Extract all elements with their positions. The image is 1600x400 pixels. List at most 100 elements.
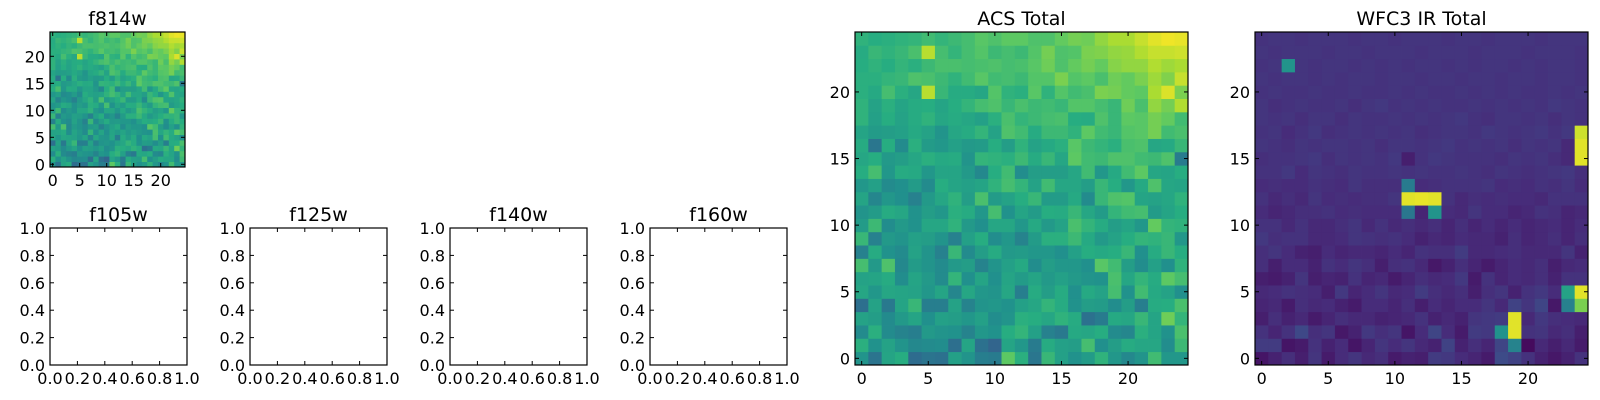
heatmap-cell [66,42,72,49]
heatmap-cell [948,191,962,206]
heatmap-cell [1094,258,1109,273]
heatmap-cell [1374,138,1389,153]
heatmap-cell [961,98,976,113]
heatmap-cell [109,96,116,103]
heatmap-cell [1428,125,1442,139]
heatmap-cell [131,107,137,114]
heatmap-cell [1348,151,1362,166]
heatmap-cell [131,80,137,87]
heatmap-cell [104,59,110,65]
heatmap-cell [974,245,989,259]
heatmap-cell [1401,45,1416,60]
heatmap-cell [868,338,883,353]
heatmap-cell [71,32,78,38]
heatmap-cell [1561,71,1576,86]
heatmap-cell [1508,151,1522,166]
heatmap-cell [1454,205,1469,219]
heatmap-cell [1401,285,1416,299]
heatmap-cell [1348,338,1362,353]
heatmap-cell [147,123,153,130]
heatmap-cell [1134,165,1149,179]
heatmap-cell [1388,58,1402,73]
heatmap-cell [1121,71,1136,86]
heatmap-cell [168,129,175,135]
heatmap-cell [1321,151,1336,166]
heatmap-cell [1548,218,1562,233]
heatmap-cell [77,37,83,44]
heatmap-cell [1081,178,1096,193]
heatmap-cell [1028,98,1042,113]
heatmap-cell [1374,178,1389,193]
heatmap-cell [136,102,143,108]
heatmap-cell [147,96,153,103]
heatmap-cell [1001,191,1016,206]
heatmap-cell [1054,85,1069,99]
heatmap-cell [988,311,1002,326]
heatmap-cell [1494,298,1509,313]
heatmap-cell [179,123,186,130]
heatmap-cell [1454,245,1469,259]
heatmap-cell [974,111,989,126]
heatmap-cell [1308,111,1322,126]
heatmap-cell [77,129,83,135]
heatmap-cell [1108,325,1122,339]
heatmap-cell [1068,125,1082,139]
heatmap-cell [1548,125,1562,139]
heatmap-cell [1041,111,1056,126]
heatmap-cell [1374,111,1389,126]
heatmap-cell [1574,298,1589,313]
heatmap-cell [50,102,56,108]
heatmap-cell [77,69,83,76]
heatmap-cell [1441,138,1456,153]
heatmap-cell [1321,58,1336,73]
heatmap-cell [1481,258,1496,273]
heatmap-cell [1148,151,1162,166]
heatmap-cell [114,32,121,38]
heatmap-cell [855,45,869,60]
heatmap-cell [1094,98,1109,113]
heatmap-cell [1041,325,1056,339]
heatmap-cell [1481,338,1496,353]
heatmap-cell [1161,71,1176,86]
heatmap-cell [174,134,180,141]
heatmap-cell [948,45,962,60]
heatmap-cell [855,178,869,193]
heatmap-cell [152,75,159,81]
heatmap-cell [1454,71,1469,86]
heatmap-cell [71,134,78,141]
heatmap-cell [1068,338,1082,353]
heatmap-cell [894,191,909,206]
heatmap-cell [179,96,186,103]
heatmap-cell [1148,98,1162,113]
heatmap-cell [1148,138,1162,153]
heatmap-cell [174,150,180,157]
heatmap-cell [1081,151,1096,166]
heatmap-cell [1321,298,1336,313]
heatmap-cell [1068,285,1082,299]
heatmap-cell [1468,165,1482,179]
heatmap-cell [908,58,922,73]
heatmap-cell [104,140,110,146]
heatmap-cell [855,191,869,206]
heatmap-cell [1148,258,1162,273]
heatmap-cell [948,98,962,113]
heatmap-cell [136,64,143,71]
heatmap-cell [98,150,105,157]
heatmap-cell [1454,138,1469,153]
heatmap-cell [147,42,153,49]
heatmap-cell [87,118,94,125]
heatmap-cell [158,150,164,157]
heatmap-cell [1428,271,1442,286]
heatmap-cell [855,351,869,366]
heatmap-cell [1388,271,1402,286]
heatmap-cell [1255,298,1269,313]
heatmap-cell [109,118,116,125]
heatmap-cell [77,80,83,87]
heatmap-cell [104,150,110,157]
heatmap-cell [868,325,883,339]
heatmap-cell [974,138,989,153]
heatmap-cell [1014,285,1029,299]
heatmap-cell [71,118,78,125]
heatmap-cell [1028,351,1042,366]
